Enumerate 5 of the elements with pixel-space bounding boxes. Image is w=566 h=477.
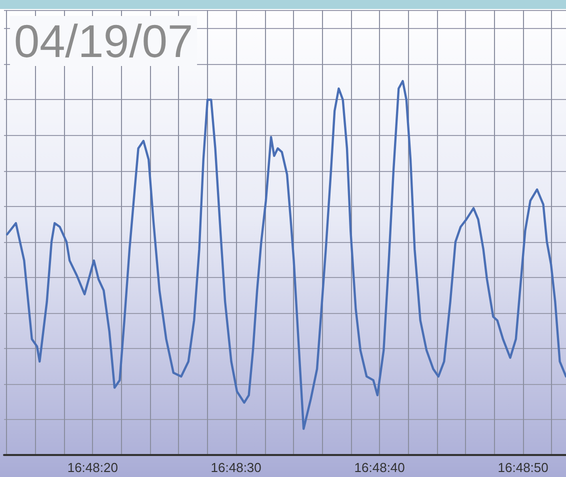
x-tick-label: 16:48:50 [498, 460, 548, 475]
chart-title: 04/19/07 [14, 15, 194, 67]
x-tick-label: 16:48:40 [354, 460, 405, 475]
x-tick-label: 16:48:30 [210, 460, 262, 475]
x-tick-label: 16:48:20 [67, 460, 118, 475]
